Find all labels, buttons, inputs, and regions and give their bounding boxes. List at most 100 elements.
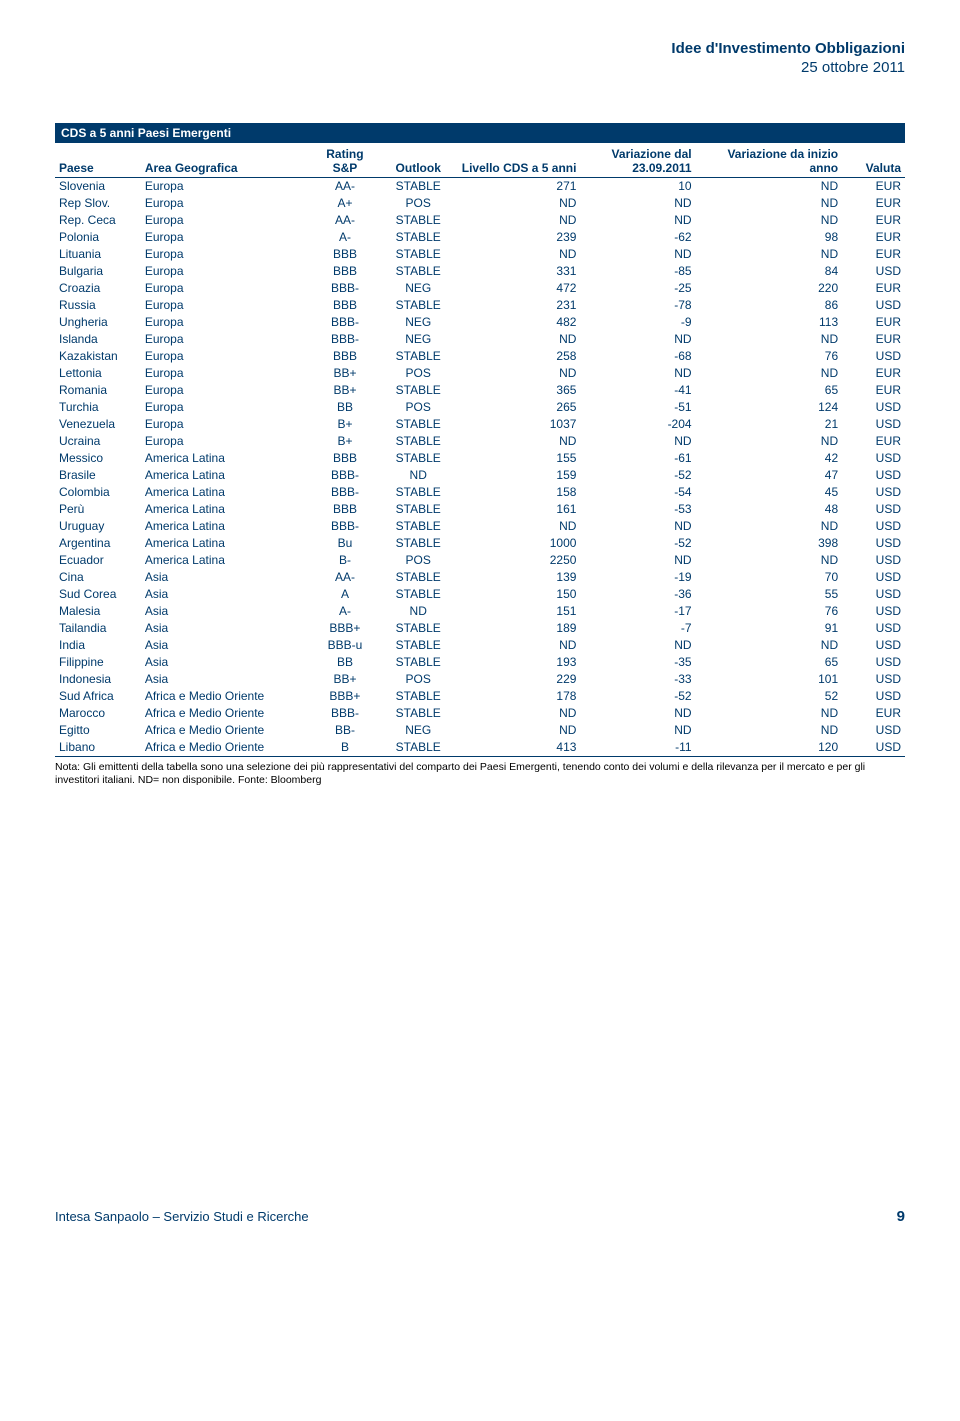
table-cell: -36 — [580, 586, 695, 603]
table-cell: 398 — [696, 535, 843, 552]
table-cell: Islanda — [55, 331, 141, 348]
table-cell: Sud Corea — [55, 586, 141, 603]
table-cell: STABLE — [382, 501, 455, 518]
table-cell: 2250 — [455, 552, 581, 569]
table-cell: Russia — [55, 297, 141, 314]
table-cell: -51 — [580, 399, 695, 416]
table-cell: 101 — [696, 671, 843, 688]
table-cell: USD — [842, 586, 905, 603]
table-cell: EUR — [842, 246, 905, 263]
table-row: UcrainaEuropaB+STABLENDNDNDEUR — [55, 433, 905, 450]
table-cell: 158 — [455, 484, 581, 501]
table-cell: EUR — [842, 365, 905, 382]
table-cell: ND — [696, 518, 843, 535]
table-cell: Slovenia — [55, 178, 141, 196]
table-cell: BBB- — [308, 314, 381, 331]
table-row: FilippineAsiaBBSTABLE193-3565USD — [55, 654, 905, 671]
table-cell: ND — [696, 705, 843, 722]
table-cell: Africa e Medio Oriente — [141, 705, 308, 722]
table-cell: 76 — [696, 348, 843, 365]
table-cell: Asia — [141, 654, 308, 671]
table-row: BrasileAmerica LatinaBBB-ND159-5247USD — [55, 467, 905, 484]
table-cell: Europa — [141, 331, 308, 348]
table-cell: 98 — [696, 229, 843, 246]
table-cell: -35 — [580, 654, 695, 671]
table-cell: ND — [580, 705, 695, 722]
table-cell: B — [308, 739, 381, 757]
table-cell: Europa — [141, 416, 308, 433]
table-cell: POS — [382, 365, 455, 382]
table-cell: Asia — [141, 586, 308, 603]
table-cell: ND — [696, 552, 843, 569]
table-cell: A+ — [308, 195, 381, 212]
table-cell: Europa — [141, 178, 308, 196]
table-cell: BBB — [308, 348, 381, 365]
table-cell: USD — [842, 671, 905, 688]
table-cell: 70 — [696, 569, 843, 586]
table-cell: STABLE — [382, 654, 455, 671]
table-cell: Rep. Ceca — [55, 212, 141, 229]
table-cell: STABLE — [382, 586, 455, 603]
table-cell: EUR — [842, 705, 905, 722]
table-cell: ND — [580, 637, 695, 654]
table-row: UruguayAmerica LatinaBBB-STABLENDNDNDUSD — [55, 518, 905, 535]
table-cell: Venezuela — [55, 416, 141, 433]
table-cell: STABLE — [382, 178, 455, 196]
table-cell: Colombia — [55, 484, 141, 501]
table-cell: USD — [842, 620, 905, 637]
table-cell: -62 — [580, 229, 695, 246]
table-cell: Europa — [141, 348, 308, 365]
table-cell: BBB- — [308, 705, 381, 722]
table-cell: ND — [696, 433, 843, 450]
table-cell: ND — [455, 212, 581, 229]
table-cell: STABLE — [382, 246, 455, 263]
column-header: Livello CDS a 5 anni — [455, 145, 581, 178]
table-cell: Europa — [141, 399, 308, 416]
table-cell: 482 — [455, 314, 581, 331]
table-cell: America Latina — [141, 467, 308, 484]
table-cell: 161 — [455, 501, 581, 518]
table-cell: -11 — [580, 739, 695, 757]
table-cell: USD — [842, 467, 905, 484]
table-cell: STABLE — [382, 484, 455, 501]
table-cell: 84 — [696, 263, 843, 280]
table-cell: BBB+ — [308, 620, 381, 637]
column-header: Valuta — [842, 145, 905, 178]
table-cell: USD — [842, 297, 905, 314]
table-row: EcuadorAmerica LatinaB-POS2250NDNDUSD — [55, 552, 905, 569]
table-row: IndonesiaAsiaBB+POS229-33101USD — [55, 671, 905, 688]
table-cell: ND — [580, 552, 695, 569]
table-cell: USD — [842, 603, 905, 620]
table-cell: -53 — [580, 501, 695, 518]
page-header: Idee d'Investimento Obbligazioni 25 otto… — [55, 40, 905, 78]
table-cell: Europa — [141, 365, 308, 382]
table-row: MaroccoAfrica e Medio OrienteBBB-STABLEN… — [55, 705, 905, 722]
table-row: TailandiaAsiaBBB+STABLE189-791USD — [55, 620, 905, 637]
table-cell: USD — [842, 484, 905, 501]
column-header: Variazione da inizioanno — [696, 145, 843, 178]
table-cell: Europa — [141, 297, 308, 314]
table-cell: 10 — [580, 178, 695, 196]
table-cell: POS — [382, 399, 455, 416]
table-cell: -33 — [580, 671, 695, 688]
column-header: Outlook — [382, 145, 455, 178]
table-cell: ND — [382, 603, 455, 620]
table-cell: 42 — [696, 450, 843, 467]
table-cell: 331 — [455, 263, 581, 280]
table-cell: ND — [580, 365, 695, 382]
table-cell: EUR — [842, 314, 905, 331]
table-cell: Turchia — [55, 399, 141, 416]
table-cell: 65 — [696, 654, 843, 671]
table-cell: POS — [382, 671, 455, 688]
table-row: PerùAmerica LatinaBBBSTABLE161-5348USD — [55, 501, 905, 518]
table-cell: ND — [580, 195, 695, 212]
table-cell: Ecuador — [55, 552, 141, 569]
table-cell: 48 — [696, 501, 843, 518]
table-cell: 365 — [455, 382, 581, 399]
table-cell: 189 — [455, 620, 581, 637]
cds-table: PaeseArea GeograficaRating S&POutlookLiv… — [55, 145, 905, 758]
table-row: Sud CoreaAsiaASTABLE150-3655USD — [55, 586, 905, 603]
table-row: ArgentinaAmerica LatinaBuSTABLE1000-5239… — [55, 535, 905, 552]
table-cell: USD — [842, 654, 905, 671]
table-cell: BBB- — [308, 280, 381, 297]
